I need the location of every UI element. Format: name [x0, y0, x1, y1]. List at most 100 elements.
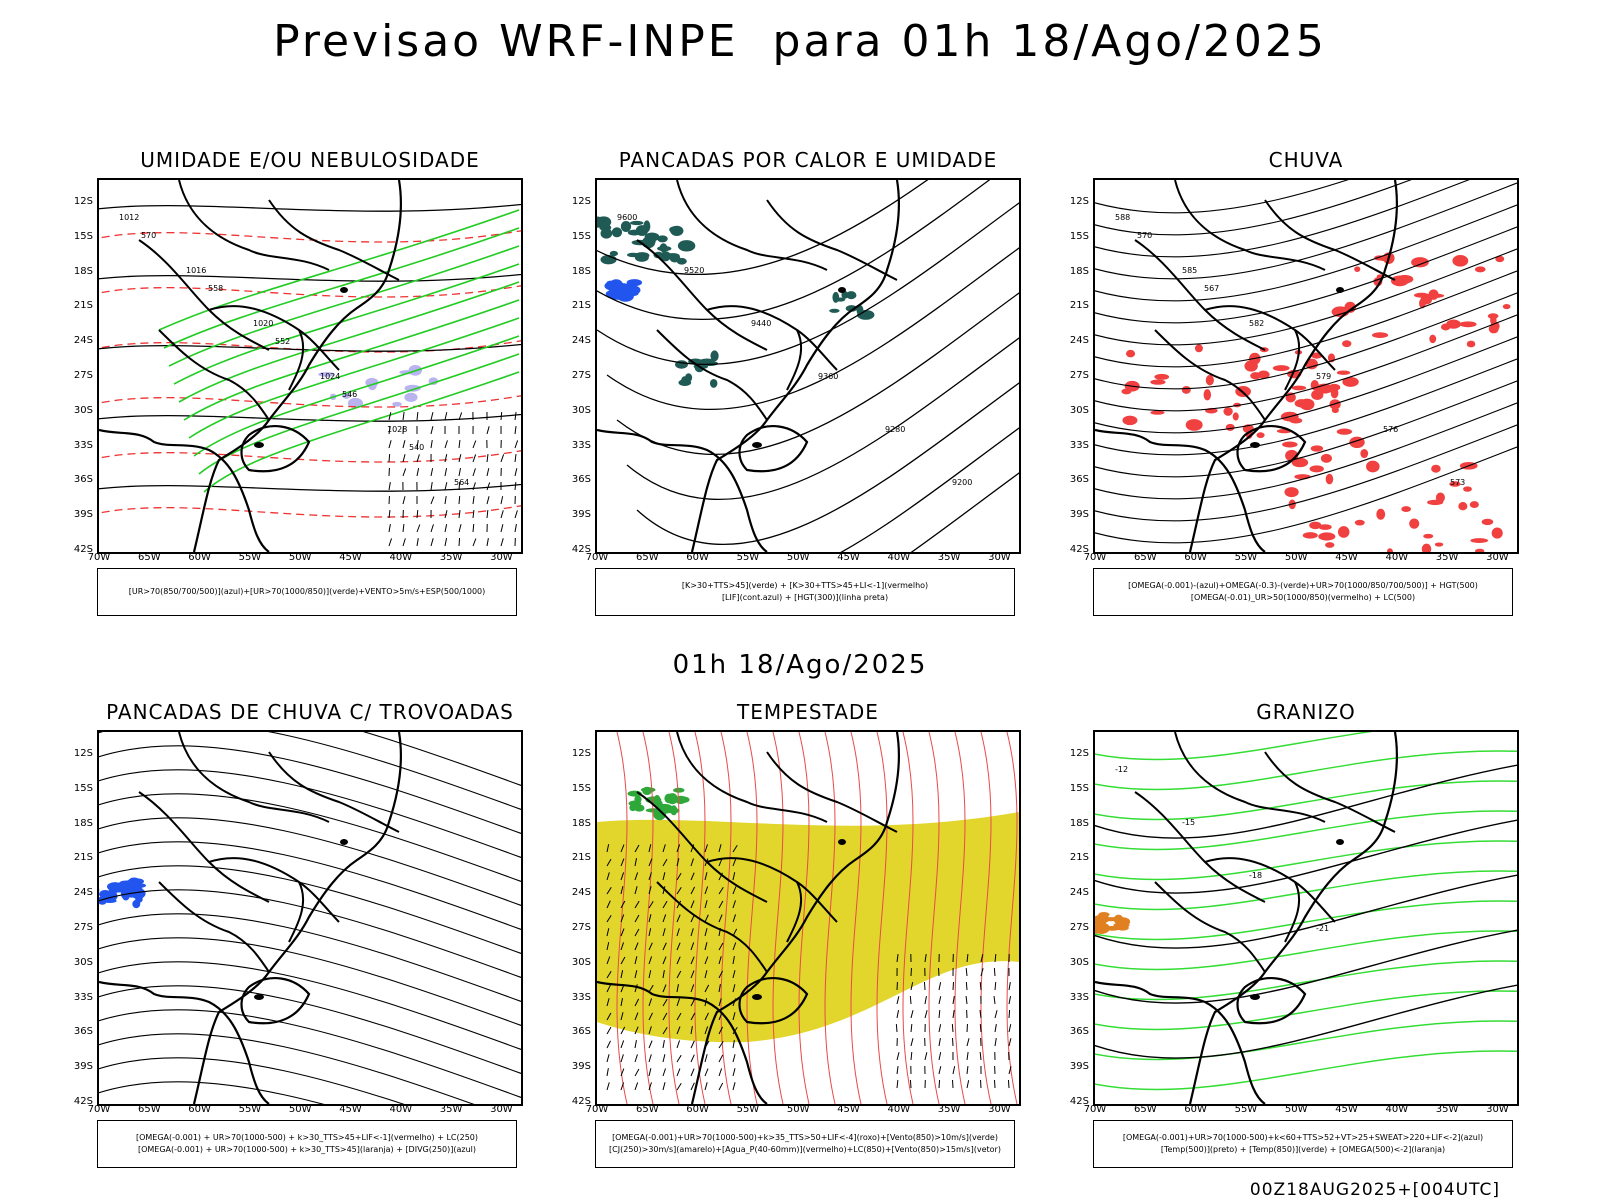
rain-area — [1284, 487, 1299, 498]
wind-vector — [732, 900, 736, 909]
wind-vector — [704, 914, 709, 923]
streamline — [1095, 180, 1349, 214]
lat-tick-label: 30S — [1069, 956, 1089, 968]
coastline — [192, 732, 403, 1104]
humidity-blue-area — [318, 372, 335, 377]
wind-850-area — [634, 795, 642, 804]
rain-area — [1154, 373, 1170, 380]
rain-area — [1337, 526, 1350, 538]
lat-tick-label: 33S — [1069, 991, 1089, 1003]
streamline — [642, 732, 654, 1104]
wind-vector — [514, 510, 518, 519]
wind-vector — [704, 886, 709, 895]
lake — [254, 442, 264, 448]
coastline — [597, 980, 768, 1104]
lake — [1336, 287, 1344, 293]
wind-vector — [444, 468, 448, 477]
wind-vector — [704, 1026, 709, 1035]
wind-vector — [662, 942, 667, 951]
wind-vector — [606, 998, 610, 1007]
wind-vector — [620, 886, 624, 895]
wind-vector — [690, 1054, 695, 1063]
lat-tick-label: 18S — [1069, 265, 1089, 277]
streamline — [1095, 446, 1517, 544]
wind-vector — [938, 1066, 942, 1075]
rain-area — [1336, 370, 1351, 375]
wind-vector — [676, 858, 680, 867]
wind-vector — [648, 928, 652, 937]
lon-tick-label: 65W — [1133, 552, 1157, 563]
wind-vector — [662, 1026, 668, 1035]
rain-area — [1366, 460, 1380, 473]
map-chuva: 588 585 582 579 576 573 570 567 — [1093, 178, 1519, 554]
lon-tick-label: 35W — [439, 1104, 463, 1115]
longitude-axis: 70W 65W 60W 55W 50W 45W 40W 35W 30W — [586, 1104, 1021, 1118]
wind-vector — [676, 956, 681, 965]
lon-tick-label: 50W — [786, 552, 810, 563]
rain-area — [1475, 548, 1485, 552]
state-border — [178, 732, 330, 823]
instability-area — [629, 220, 644, 226]
streamline — [668, 732, 680, 1104]
state-border — [1134, 791, 1266, 903]
wind-vector — [690, 1026, 693, 1035]
rain-area — [1150, 410, 1165, 415]
rain-area — [1318, 532, 1336, 541]
wind-vector — [718, 844, 722, 853]
wind-vector — [648, 956, 653, 965]
wind-vector — [634, 1082, 639, 1091]
wind-vector — [718, 914, 723, 923]
lif-contour — [605, 290, 621, 298]
lon-tick-label: 60W — [188, 1104, 211, 1115]
wind-vector — [924, 1052, 928, 1061]
latitude-axis: 12S 15S 18S 21S 24S 27S 30S 33S 36S 39S 42S — [555, 730, 593, 1107]
wind-vector — [458, 510, 461, 519]
wind-vector — [648, 942, 653, 951]
rain-area — [1282, 441, 1298, 448]
wind-vector — [458, 537, 461, 547]
wind-vector — [620, 998, 623, 1007]
streamline — [850, 732, 862, 1104]
wind-vector — [662, 872, 666, 881]
wind-vector — [980, 954, 984, 963]
wind-vector — [402, 454, 406, 463]
streamline — [1095, 248, 1517, 346]
height-contour — [636, 382, 1019, 545]
lat-tick-label: 36S — [571, 474, 591, 486]
rain-area — [1291, 457, 1309, 468]
page-title: Previsao WRF-INPE para 01h 18/Ago/2025 — [273, 16, 1327, 67]
divergence-area — [122, 891, 130, 901]
wind-vector — [648, 872, 652, 881]
lat-tick-label: 21S — [1069, 852, 1089, 864]
wind-vector — [718, 984, 721, 993]
wind-vector — [676, 1012, 682, 1021]
instability-area — [660, 251, 671, 262]
country-border — [240, 425, 311, 473]
coastline — [99, 428, 270, 552]
state-border — [636, 791, 768, 903]
instability-area — [611, 227, 623, 238]
wind-vector — [732, 844, 738, 853]
state-border — [1264, 199, 1396, 281]
rain-area — [1121, 388, 1132, 395]
wind-vector — [606, 1082, 610, 1091]
wind-vector — [704, 984, 710, 993]
panel-title: PANCADAS POR CALOR E UMIDADE — [618, 148, 998, 172]
instability-area — [857, 309, 875, 320]
contour-label: 567 — [1204, 284, 1219, 293]
wind-vector — [606, 984, 611, 993]
streamline — [99, 1081, 325, 1104]
wind-vector — [648, 1040, 653, 1049]
lon-tick-label: 40W — [1385, 1104, 1409, 1115]
rain-area — [1449, 481, 1461, 487]
legend-line: [OMEGA(-0.001) + UR>70(1000-500) + k>30_… — [135, 1133, 479, 1142]
rain-area — [1309, 465, 1324, 473]
streamline — [1095, 314, 1517, 412]
state-border — [208, 305, 340, 371]
instability-area — [597, 216, 612, 228]
rain-area — [1431, 464, 1441, 473]
wind-vector — [662, 970, 665, 979]
state-border — [1264, 751, 1396, 833]
wind-vector — [952, 996, 955, 1005]
rain-area — [1401, 506, 1411, 513]
